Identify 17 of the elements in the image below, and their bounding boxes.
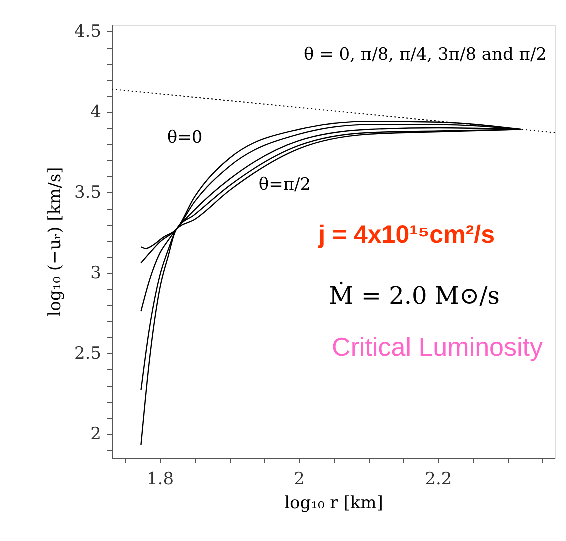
x-tick-label: 2.2 — [425, 470, 452, 490]
y-tick-label: 3.5 — [74, 182, 102, 203]
x-tick-label: 1.8 — [146, 470, 174, 490]
x-axis-title: log₁₀ r [km] — [284, 494, 384, 514]
annotation: Critical Luminosity — [332, 332, 543, 362]
annotation: j = 4x10¹⁵cm²/s — [318, 221, 495, 249]
y-axis-title: log₁₀ (−uᵣ) [km/s] — [45, 167, 66, 317]
annotation: θ = 0, π/8, π/4, 3π/8 and π/2 — [304, 45, 547, 65]
annotation: θ=0 — [167, 128, 203, 148]
y-tick-label: 4.5 — [74, 22, 102, 42]
y-tick-label: 4 — [90, 102, 102, 122]
y-tick-label: 2.5 — [74, 344, 102, 364]
annotation: θ=π/2 — [258, 175, 312, 195]
x-tick-label: 2 — [294, 470, 305, 490]
y-tick-label: 2 — [90, 424, 102, 444]
annotation: Ṁ = 2.0 M⊙/s — [329, 281, 500, 310]
y-tick-label: 3 — [90, 263, 102, 284]
